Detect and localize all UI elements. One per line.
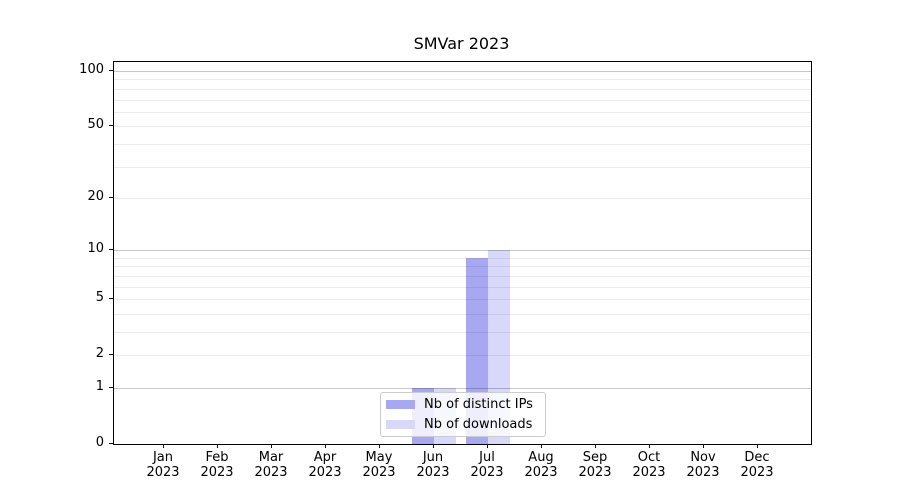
y-tick-mark <box>109 298 113 300</box>
y-tick-mark <box>109 443 113 444</box>
y-tick-label: 5 <box>95 290 104 306</box>
y-tick-label: 1 <box>95 378 104 394</box>
x-tick-mark <box>217 444 218 448</box>
legend-swatch-downloads <box>386 419 415 429</box>
y-tick-mark <box>109 354 113 356</box>
x-tick-label-sep: Sep 2023 <box>578 450 612 480</box>
x-tick-label-apr: Apr 2023 <box>308 450 342 480</box>
x-tick-label-mar: Mar 2023 <box>254 450 288 480</box>
x-tick-mark <box>757 444 758 448</box>
legend-label-downloads: Nb of downloads <box>424 416 533 432</box>
x-tick-mark <box>487 444 488 448</box>
legend: Nb of distinct IPs Nb of downloads <box>380 392 546 437</box>
x-tick-label-jan: Jan 2023 <box>146 450 180 480</box>
x-tick-mark <box>271 444 272 448</box>
x-tick-label-feb: Feb 2023 <box>200 450 234 480</box>
legend-item-downloads: Nb of downloads <box>386 415 539 435</box>
x-tick-label-jul: Jul 2023 <box>470 450 504 480</box>
x-tick-label-dec: Dec 2023 <box>740 450 774 480</box>
x-tick-mark <box>433 444 434 448</box>
y-tick-label: 100 <box>79 62 104 78</box>
x-tick-mark <box>379 444 380 448</box>
y-tick-label: 2 <box>95 346 104 362</box>
x-tick-label-nov: Nov 2023 <box>686 450 720 480</box>
y-tick-mark <box>109 386 113 388</box>
y-tick-mark <box>109 70 113 72</box>
x-tick-label-may: May 2023 <box>362 450 396 480</box>
x-tick-label-aug: Aug 2023 <box>524 450 558 480</box>
y-tick-mark <box>109 125 113 127</box>
y-tick-label: 0 <box>95 435 104 450</box>
y-tick-label: 20 <box>87 188 104 204</box>
x-tick-mark <box>703 444 704 448</box>
legend-label-distinct-ips: Nb of distinct IPs <box>424 397 533 413</box>
y-tick-label: 10 <box>87 241 104 257</box>
chart-title: SMVar 2023 <box>413 34 510 53</box>
y-tick-mark <box>109 196 113 198</box>
legend-item-distinct-ips: Nb of distinct IPs <box>386 395 539 415</box>
x-tick-mark <box>541 444 542 448</box>
x-tick-label-oct: Oct 2023 <box>632 450 666 480</box>
x-tick-label-jun: Jun 2023 <box>416 450 450 480</box>
x-tick-mark <box>325 444 326 448</box>
legend-swatch-distinct-ips <box>386 400 415 410</box>
plot-area: Nb of distinct IPs Nb of downloads <box>113 61 812 445</box>
y-tick-mark <box>109 249 113 251</box>
x-tick-mark <box>595 444 596 448</box>
x-tick-mark <box>649 444 650 448</box>
y-tick-label: 50 <box>87 117 104 133</box>
bars-layer <box>114 62 811 444</box>
x-tick-mark <box>163 444 164 448</box>
